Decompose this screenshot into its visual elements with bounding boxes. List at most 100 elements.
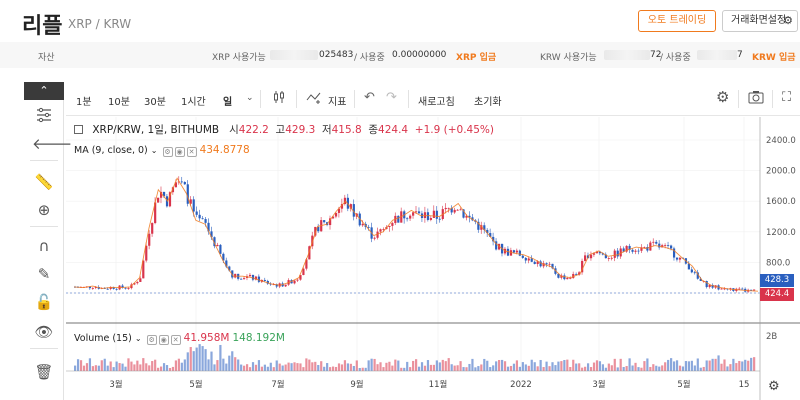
camera-icon[interactable] [748, 90, 764, 108]
volume-bar [311, 362, 314, 371]
krw-deposit-link[interactable]: KRW 입금 [752, 53, 796, 63]
volume-bar [699, 367, 702, 371]
volume-bar [729, 364, 732, 371]
coin-name: 리플 [22, 14, 63, 39]
x-tick-label: 15 [739, 380, 750, 390]
candle-body [367, 226, 370, 228]
timeframe-1d[interactable]: 일 [223, 97, 233, 108]
crosshair-tool-icon[interactable] [32, 106, 56, 126]
volume-bar [183, 359, 186, 371]
volume-axis-label: 2B [766, 332, 777, 342]
candle-body [406, 218, 409, 220]
ma-price-tag: 428.3 [760, 274, 794, 287]
settings-icon[interactable]: ⚙ [146, 335, 157, 345]
volume-bar [453, 365, 456, 371]
candle-body [106, 288, 109, 290]
indicator-icon[interactable] [306, 90, 322, 108]
volume-bar [222, 358, 225, 371]
volume-bar [506, 366, 510, 371]
volume-bar [272, 367, 275, 371]
volume-bar [361, 367, 364, 371]
collapse-toolbar-button[interactable]: ⌃ [24, 82, 64, 100]
candle-body [251, 274, 255, 280]
close-icon[interactable]: ✕ [186, 147, 197, 157]
pencil-lock-icon[interactable]: ✎ [37, 265, 51, 283]
arrow-left-icon[interactable]: 🡐 [32, 135, 73, 153]
candle-body [296, 279, 299, 281]
x-tick-label: 7월 [271, 379, 284, 390]
unlock-icon[interactable]: 🔓 [34, 293, 54, 311]
volume-bar [367, 360, 370, 371]
candle-body [459, 209, 462, 211]
volume-bar [293, 362, 296, 371]
chevron-down-icon[interactable]: ⌄ [150, 146, 158, 155]
volume-bar [225, 363, 228, 371]
volume-bar [575, 363, 578, 371]
chevron-down-icon[interactable]: ⌄ [134, 334, 142, 343]
candlestick-type-icon[interactable] [272, 90, 286, 108]
volume-bar [429, 364, 433, 371]
volume-bar [165, 365, 169, 371]
candle-body [551, 263, 554, 269]
candle-body [225, 260, 228, 267]
candle-body [705, 280, 708, 288]
volume-bar [231, 351, 234, 371]
xrp-deposit-link[interactable]: XRP 입금 [456, 53, 497, 63]
volume-bar [542, 367, 545, 371]
high-value: 429.3 [285, 124, 316, 136]
eye-icon[interactable]: 👁 [34, 323, 54, 341]
auto-trading-button[interactable]: 오토 트레이딩 [638, 10, 716, 32]
candle-body [204, 219, 207, 223]
volume-bar [598, 361, 602, 371]
volume-bar [349, 363, 352, 371]
eye-toggle-icon[interactable]: ◉ [158, 335, 169, 345]
volume-bar [400, 367, 403, 371]
eye-toggle-icon[interactable]: ◉ [174, 147, 185, 157]
timeframe-1m[interactable]: 1분 [76, 97, 92, 108]
undo-icon[interactable]: ↶ [364, 90, 375, 105]
candle-body [210, 231, 213, 238]
settings-gear-icon[interactable]: ⚙ [716, 88, 730, 106]
candle-body [664, 245, 667, 246]
timeframe-1h[interactable]: 1시간 [181, 97, 206, 108]
refresh-button[interactable]: 새로고침 [418, 97, 455, 108]
zoom-in-icon[interactable]: ⊕ [37, 201, 51, 219]
volume-bar [334, 366, 338, 371]
volume-bar [462, 367, 465, 371]
close-value: 424.4 [378, 124, 409, 136]
volume-bar [702, 366, 705, 371]
trash-icon[interactable]: 🗑 [34, 363, 54, 381]
chevron-down-icon[interactable]: ⌄ [246, 93, 254, 103]
candle-body [415, 211, 418, 213]
collapse-legend-icon[interactable] [74, 125, 83, 134]
volume-ma-value: 148.192M [232, 332, 285, 344]
volume-bar [385, 362, 388, 371]
ruler-icon[interactable]: 📏 [34, 173, 54, 191]
timeframe-30m[interactable]: 30분 [144, 97, 166, 108]
fullscreen-icon[interactable]: ⛶ [782, 90, 792, 105]
candle-body [417, 211, 421, 214]
screen-settings-button[interactable]: 거래화면설정 ⚙ [722, 10, 798, 32]
close-icon[interactable]: ✕ [170, 335, 181, 345]
chart-settings-gear-icon[interactable]: ⚙ [768, 379, 780, 394]
volume-bar [495, 361, 498, 371]
redo-icon[interactable]: ↷ [386, 90, 397, 105]
timeframe-10m[interactable]: 10분 [108, 97, 130, 108]
reset-button[interactable]: 초기화 [474, 97, 502, 108]
candle-body [165, 196, 169, 207]
settings-icon[interactable]: ⚙ [162, 147, 173, 157]
drawing-toolbar: ⌃ 🡐 📏 ⊕ ∩ ✎ 🔓 👁 🗑 [24, 82, 73, 400]
volume-bar [607, 363, 610, 371]
candle-body [572, 273, 575, 278]
candle-body [539, 261, 542, 267]
candle-body [462, 209, 465, 218]
divider [30, 160, 58, 161]
indicator-button[interactable]: 지표 [328, 97, 347, 108]
volume-bar [174, 360, 178, 371]
candle-body [293, 280, 296, 284]
volume-bar [705, 360, 708, 371]
volume-bar [601, 364, 605, 371]
magnet-icon[interactable]: ∩ [38, 237, 50, 255]
